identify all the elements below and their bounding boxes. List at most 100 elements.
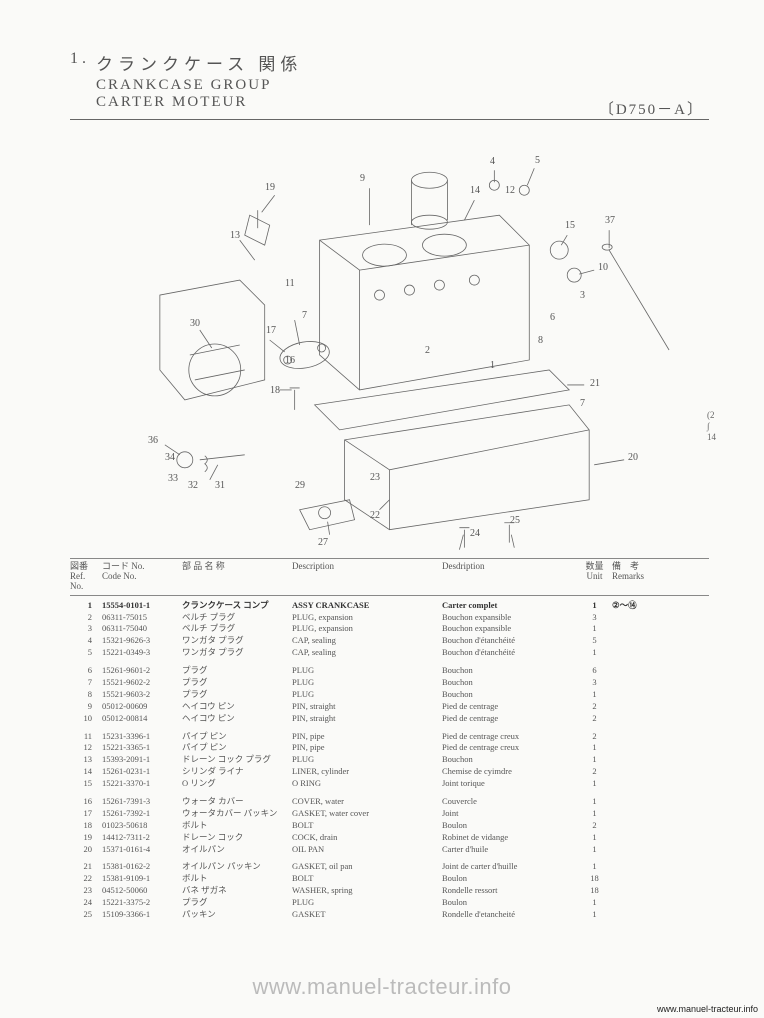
cell <box>612 731 672 743</box>
cell: 11 <box>70 731 102 743</box>
table-header: 図番 Ref. No. コード No. Code No. 部 品 名 称 Des… <box>70 558 709 596</box>
cell: 15321-9626-3 <box>102 635 182 647</box>
table-row: 2215381-9109-1ボルトBOLTBoulon18 <box>70 873 709 885</box>
cell: パイプ ピン <box>182 742 292 754</box>
cell: ヘイコウ ピン <box>182 713 292 725</box>
cell: PLUG <box>292 689 442 701</box>
cell <box>612 897 672 909</box>
callout-32: 32 <box>188 480 198 491</box>
cell: 3 <box>577 677 612 689</box>
cell: PIN, straight <box>292 713 442 725</box>
cell <box>612 766 672 778</box>
cell <box>612 844 672 856</box>
cell: 15261-0231-1 <box>102 766 182 778</box>
cell: Pied de centrage <box>442 713 577 725</box>
cell: Boulon <box>442 897 577 909</box>
cell: クランクケース コンプ <box>182 600 292 612</box>
callout-7: 7 <box>302 310 307 321</box>
table-row: 1415261-0231-1シリンダ ライナLINER, cylinderChe… <box>70 766 709 778</box>
cell: 3 <box>577 612 612 624</box>
cell: 15554-0101-1 <box>102 600 182 612</box>
cell: GASKET <box>292 909 442 921</box>
title-jp: クランクケース 関係 <box>96 50 302 75</box>
cell: Bouchon d'étanchéité <box>442 647 577 659</box>
cell: 14 <box>70 766 102 778</box>
cell: 5 <box>70 647 102 659</box>
diagram-svg <box>70 130 709 550</box>
th-desc2: Desdription <box>442 562 577 592</box>
th-code: コード No. Code No. <box>102 562 182 592</box>
cell: 1 <box>577 796 612 808</box>
table-row: 306311-75040ベルチ プラグPLUG, expansionBoucho… <box>70 623 709 635</box>
cell: 2 <box>577 731 612 743</box>
cell: ベルチ プラグ <box>182 612 292 624</box>
cell: ヘイコウ ピン <box>182 701 292 713</box>
cell: 23 <box>70 885 102 897</box>
cell: 15381-0162-2 <box>102 861 182 873</box>
cell: Bouchon d'étanchéité <box>442 635 577 647</box>
cell: Bouchon <box>442 754 577 766</box>
callout-34: 34 <box>165 452 175 463</box>
cell: 1 <box>577 844 612 856</box>
cell: Boulon <box>442 820 577 832</box>
callout-23: 23 <box>370 472 380 483</box>
cell: ベルチ プラグ <box>182 623 292 635</box>
cell: オイルパン <box>182 844 292 856</box>
table-row: 615261-9601-2プラグPLUGBouchon6 <box>70 665 709 677</box>
cell <box>612 873 672 885</box>
callout-6: 6 <box>550 312 555 323</box>
callout-1: 1 <box>490 360 495 371</box>
cell: プラグ <box>182 897 292 909</box>
cell: LINER, cylinder <box>292 766 442 778</box>
cell: O RING <box>292 778 442 790</box>
cell: PLUG <box>292 897 442 909</box>
table-row: 515221-0349-3ワンガタ プラグCAP, sealingBouchon… <box>70 647 709 659</box>
cell: 2 <box>577 820 612 832</box>
cell: Bouchon expansible <box>442 623 577 635</box>
cell: ASSY CRANKCASE <box>292 600 442 612</box>
cell: 9 <box>70 701 102 713</box>
cell: Chemise de cyimdre <box>442 766 577 778</box>
cell: 15221-3375-2 <box>102 897 182 909</box>
cell: Carter complet <box>442 600 577 612</box>
cell: 8 <box>70 689 102 701</box>
callout-24: 24 <box>470 528 480 539</box>
cell: PIN, pipe <box>292 731 442 743</box>
callout-4: 4 <box>490 156 495 167</box>
cell: 15371-0161-4 <box>102 844 182 856</box>
cell: 10 <box>70 713 102 725</box>
cell: CAP, sealing <box>292 635 442 647</box>
cell: 1 <box>577 689 612 701</box>
callout-13: 13 <box>230 230 240 241</box>
cell: 04512-50060 <box>102 885 182 897</box>
callout-5: 5 <box>535 155 540 166</box>
title-en: CRANKCASE GROUP <box>96 77 302 94</box>
cell: COCK, drain <box>292 832 442 844</box>
side-brace: (2∫14 <box>707 410 716 442</box>
cell: PLUG, expansion <box>292 623 442 635</box>
callout-36: 36 <box>148 435 158 446</box>
cell: 06311-75015 <box>102 612 182 624</box>
cell: 1 <box>577 778 612 790</box>
cell: 17 <box>70 808 102 820</box>
cell: 4 <box>70 635 102 647</box>
cell: ドレーン コック <box>182 832 292 844</box>
callout-29: 29 <box>295 480 305 491</box>
cell: WASHER, spring <box>292 885 442 897</box>
cell: Couvercle <box>442 796 577 808</box>
cell <box>612 742 672 754</box>
cell: ②～⑭ <box>612 600 672 612</box>
callout-11: 11 <box>285 278 295 289</box>
table-row: 2515109-3366-1パッキンGASKETRondelle d'etanc… <box>70 909 709 921</box>
cell: 20 <box>70 844 102 856</box>
cell <box>612 754 672 766</box>
cell: PLUG <box>292 754 442 766</box>
cell: 1 <box>70 600 102 612</box>
table-row: 1914412-7311-2ドレーン コックCOCK, drainRobinet… <box>70 832 709 844</box>
cell: 1 <box>577 861 612 873</box>
cell: Bouchon <box>442 665 577 677</box>
cell: プラグ <box>182 677 292 689</box>
cell: 21 <box>70 861 102 873</box>
table-row: 815521-9603-2プラグPLUGBouchon1 <box>70 689 709 701</box>
cell: COVER, water <box>292 796 442 808</box>
